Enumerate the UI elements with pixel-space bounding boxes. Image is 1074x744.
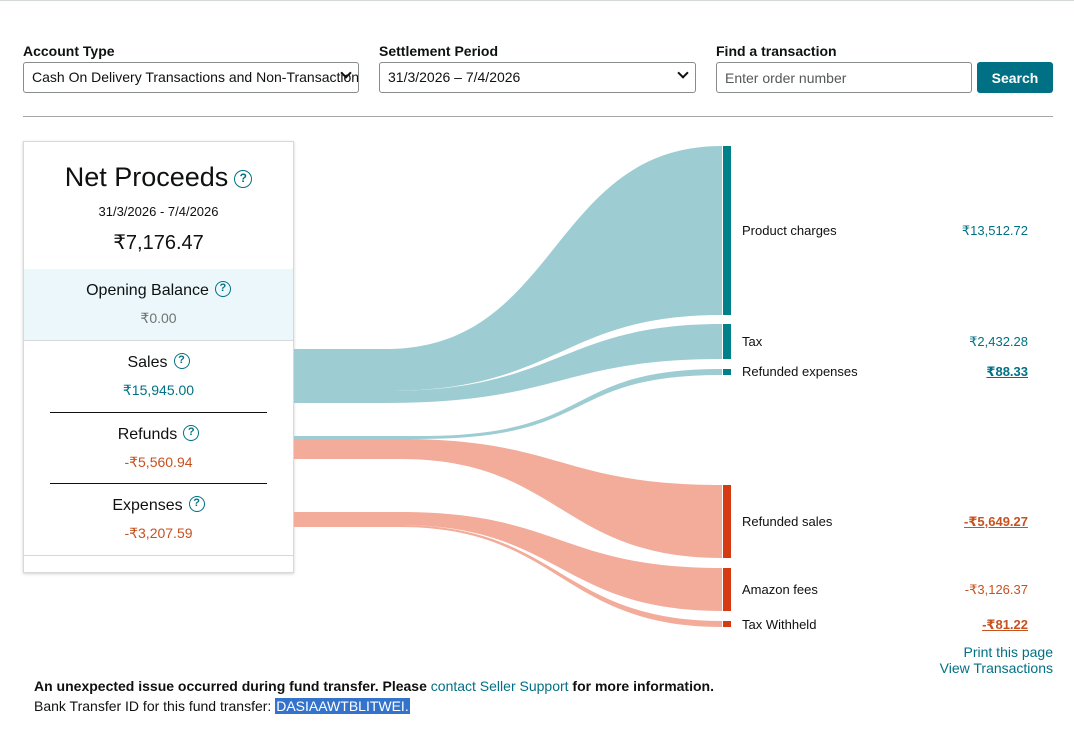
refunded-expenses-link[interactable]: ₹88.33: [986, 364, 1028, 379]
top-border: [0, 0, 1074, 1]
refunds-amount: -₹5,560.94: [124, 454, 193, 470]
sales-amount: ₹15,945.00: [122, 382, 195, 398]
find-transaction-label: Find a transaction: [716, 43, 837, 59]
net-proceeds-card: Net Proceeds? 31/3/2026 - 7/4/2026 ₹7,17…: [23, 141, 294, 573]
section-divider: [23, 116, 1053, 117]
separator: [50, 483, 267, 484]
bank-transfer-row: Bank Transfer ID for this fund transfer:…: [34, 698, 410, 714]
bank-transfer-id[interactable]: DASIAAWTBLITWEI.: [275, 698, 410, 714]
net-proceeds-amount: ₹7,176.47: [113, 232, 204, 254]
refunded-sales-link[interactable]: -₹5,649.27: [964, 514, 1028, 529]
opening-balance-section: Opening Balance? ₹0.00: [24, 269, 293, 341]
refunds-title: Refunds?: [24, 424, 293, 444]
refunds-label: Refunds: [117, 426, 178, 443]
search-button[interactable]: Search: [977, 62, 1053, 93]
transfer-error-message: An unexpected issue occurred during fund…: [34, 678, 714, 694]
amazon-fees-label: Amazon fees: [742, 582, 818, 597]
settlement-period-select[interactable]: 31/3/2026 – 7/4/2026: [379, 62, 696, 93]
order-number-input[interactable]: [716, 62, 972, 93]
amazon-fees-value: -₹3,126.37: [964, 582, 1028, 597]
sales-title: Sales?: [24, 352, 293, 372]
help-icon[interactable]: ?: [234, 169, 253, 188]
separator: [50, 412, 267, 413]
flow-refunded-expenses: [294, 369, 722, 439]
bar-refunded-sales: [723, 485, 731, 558]
account-type-value: Cash On Delivery Transactions and Non-Tr…: [32, 69, 359, 85]
flow-amazon-fees: [294, 512, 722, 611]
tax-value: ₹2,432.28: [969, 334, 1028, 349]
error-suffix: for more information.: [572, 678, 714, 694]
opening-balance-title: Opening Balance?: [24, 280, 293, 300]
product-charges-label: Product charges: [742, 223, 837, 238]
flow-tax: [294, 324, 722, 403]
bar-tax: [723, 324, 731, 359]
help-icon[interactable]: ?: [214, 280, 231, 297]
opening-balance-amount: ₹0.00: [140, 310, 177, 326]
error-prefix: An unexpected issue occurred during fund…: [34, 678, 427, 694]
print-page-link[interactable]: Print this page: [963, 644, 1054, 660]
contact-support-link[interactable]: contact Seller Support: [430, 678, 569, 694]
product-charges-value: ₹13,512.72: [961, 223, 1028, 238]
account-type-select[interactable]: Cash On Delivery Transactions and Non-Tr…: [23, 62, 359, 93]
flow-product-charges: [294, 146, 722, 391]
expenses-title: Expenses?: [24, 495, 293, 515]
flow-refunded-sales: [294, 439, 722, 558]
tax-withheld-link[interactable]: -₹81.22: [982, 617, 1028, 632]
bar-refunded-expenses: [723, 369, 731, 375]
flow-tax-withheld: [294, 525, 722, 627]
sales-label: Sales: [127, 354, 168, 371]
net-proceeds-title: Net Proceeds?: [24, 162, 293, 193]
expenses-amount: -₹3,207.59: [124, 525, 193, 541]
tax-label: Tax: [742, 334, 763, 349]
bar-product-charges: [723, 146, 731, 315]
card-bottom-border: [24, 555, 293, 556]
net-proceeds-date: 31/3/2026 - 7/4/2026: [98, 204, 219, 219]
bank-transfer-label: Bank Transfer ID for this fund transfer:: [34, 698, 272, 714]
help-icon[interactable]: ?: [188, 495, 205, 512]
bar-tax-withheld: [723, 621, 731, 627]
settlement-period-label: Settlement Period: [379, 43, 499, 59]
net-proceeds-heading: Net Proceeds: [64, 162, 229, 192]
refunded-sales-label: Refunded sales: [742, 514, 833, 529]
expenses-label: Expenses: [112, 497, 183, 514]
bar-amazon-fees: [723, 568, 731, 611]
refunded-expenses-label: Refunded expenses: [742, 364, 858, 379]
settlement-period-value: 31/3/2026 – 7/4/2026: [388, 69, 521, 85]
help-icon[interactable]: ?: [183, 424, 200, 441]
account-type-label: Account Type: [23, 43, 115, 59]
view-transactions-link[interactable]: View Transactions: [939, 660, 1053, 676]
opening-balance-label: Opening Balance: [86, 282, 209, 299]
tax-withheld-label: Tax Withheld: [742, 617, 817, 632]
help-icon[interactable]: ?: [173, 352, 190, 369]
